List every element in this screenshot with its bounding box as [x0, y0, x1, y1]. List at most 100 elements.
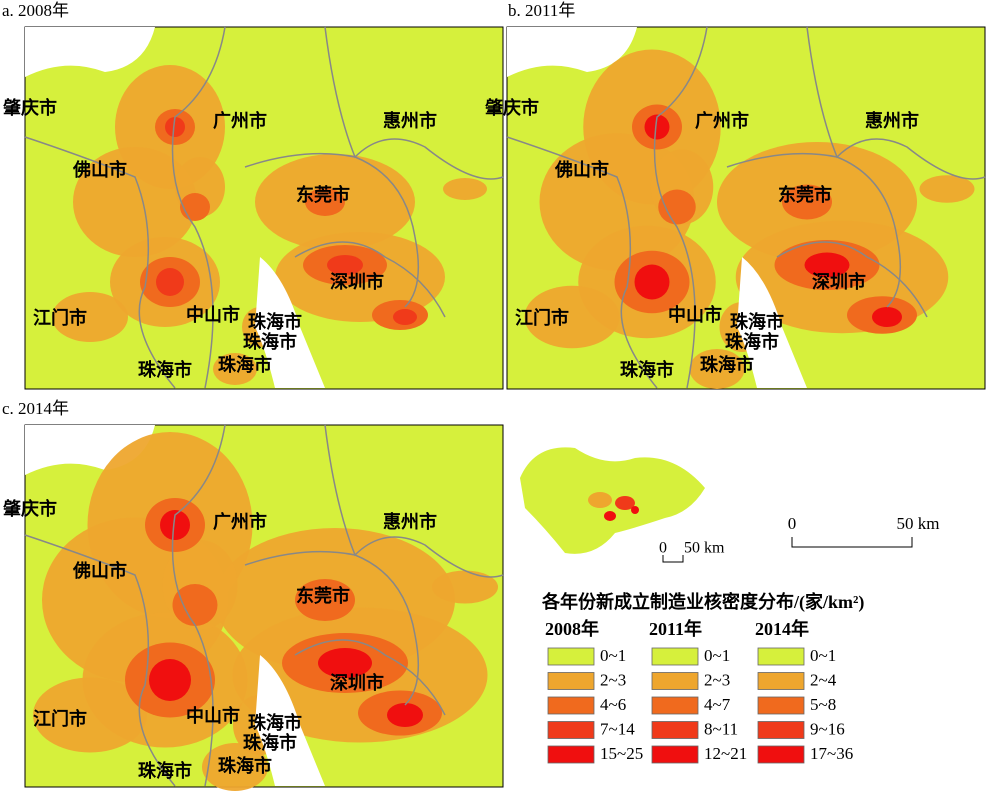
legend-class: 8~11 — [704, 719, 738, 738]
density-blob — [202, 743, 268, 791]
inset-density — [604, 511, 616, 521]
legend-class: 2~4 — [810, 670, 837, 689]
density-blob — [443, 178, 487, 200]
density-blob — [172, 584, 218, 626]
legend-year: 2014年 — [755, 618, 809, 639]
legend-swatch — [651, 721, 699, 739]
legend-year: 2008年 — [545, 618, 599, 639]
map-panel — [24, 26, 504, 390]
density-blob — [213, 353, 257, 385]
city-label: 广州市 — [213, 511, 267, 532]
density-blob — [156, 268, 184, 296]
legend-swatch — [547, 647, 595, 666]
legend-class: 12~21 — [704, 744, 747, 763]
boundary-line — [171, 424, 226, 787]
legend-swatch — [757, 721, 805, 739]
city-label: 珠海市 — [243, 732, 297, 753]
density-blob — [872, 307, 902, 327]
sea — [737, 257, 807, 388]
density-blob — [919, 175, 975, 203]
city-label: 珠海市 — [243, 331, 297, 352]
inset-density — [631, 506, 639, 514]
panel-label: a. 2008年 — [2, 1, 69, 20]
city-label: 江门市 — [33, 708, 87, 729]
city-label: 东莞市 — [778, 184, 832, 205]
legend-class: 0~1 — [600, 646, 626, 665]
city-label: 珠海市 — [730, 311, 784, 332]
city-label: 广州市 — [213, 110, 267, 131]
city-label: 深圳市 — [330, 672, 384, 693]
density-blob — [165, 117, 185, 137]
legend-title: 各年份新成立制造业核密度分布/(家/km²) — [541, 591, 864, 613]
density-blob — [393, 309, 417, 325]
city-label: 中山市 — [186, 705, 240, 726]
city-label: 珠海市 — [218, 354, 272, 375]
city-label: 佛山市 — [72, 560, 127, 581]
city-label: 惠州市 — [383, 110, 437, 131]
city-label: 惠州市 — [865, 110, 919, 131]
density-blob — [634, 264, 670, 300]
legend-class: 0~1 — [810, 646, 836, 665]
legend-swatch — [651, 672, 699, 690]
city-label: 江门市 — [515, 307, 569, 328]
density-blob — [149, 659, 191, 701]
city-label: 广州市 — [695, 110, 749, 131]
boundary-line — [24, 534, 176, 787]
density-blob — [318, 648, 372, 678]
legend-swatch — [757, 745, 805, 764]
inset-scale-label: 50 km — [684, 540, 725, 557]
density-blob — [52, 292, 128, 342]
sea — [255, 257, 325, 388]
map-panel — [24, 424, 504, 791]
city-label: 深圳市 — [812, 271, 866, 292]
city-label: 珠海市 — [248, 712, 302, 733]
inset-density — [615, 496, 635, 510]
city-label: 佛山市 — [554, 159, 609, 180]
legend-class: 9~16 — [810, 719, 845, 738]
city-label: 东莞市 — [296, 184, 350, 205]
inset-map — [520, 447, 705, 554]
boundary-line — [726, 152, 902, 308]
density-blob — [33, 677, 147, 753]
legend-class: 17~36 — [810, 744, 853, 763]
legend-class: 5~8 — [810, 695, 836, 714]
city-label: 珠海市 — [138, 760, 192, 781]
legend-swatch — [757, 647, 805, 666]
city-label: 珠海市 — [700, 354, 754, 375]
density-blob — [804, 252, 850, 278]
legend-swatch — [651, 696, 699, 715]
legend-swatch — [547, 721, 595, 739]
density-blob — [689, 349, 745, 389]
scale-bar — [791, 537, 913, 548]
city-label: 珠海市 — [218, 755, 272, 776]
legend-year: 2011年 — [649, 618, 702, 639]
density-blob — [295, 579, 355, 621]
density-blob — [658, 189, 696, 225]
legend-class: 2~3 — [600, 670, 626, 689]
density-blob — [73, 147, 197, 257]
boundary-line — [244, 550, 420, 706]
inset-scale-bar — [662, 555, 684, 563]
density-blob — [432, 570, 498, 604]
density-blob — [782, 184, 832, 220]
inset-density — [588, 492, 612, 508]
city-label: 佛山市 — [72, 159, 127, 180]
panel-label: b. 2011年 — [508, 1, 575, 20]
legend-swatch — [757, 696, 805, 715]
scale-zero: 0 — [788, 514, 797, 533]
boundary-line — [776, 241, 928, 318]
legend-swatch — [547, 696, 595, 715]
boundary-line — [324, 26, 504, 180]
legend-swatch — [651, 647, 699, 666]
density-blob — [160, 510, 190, 540]
city-label: 肇庆市 — [2, 97, 57, 118]
density-blob — [524, 285, 620, 349]
density-blob — [305, 188, 345, 216]
legend-class: 15~25 — [600, 744, 643, 763]
boundary-line — [294, 639, 446, 716]
panel-label: c. 2014年 — [2, 399, 69, 418]
density-blob — [327, 255, 363, 275]
legend-swatch — [651, 745, 699, 764]
